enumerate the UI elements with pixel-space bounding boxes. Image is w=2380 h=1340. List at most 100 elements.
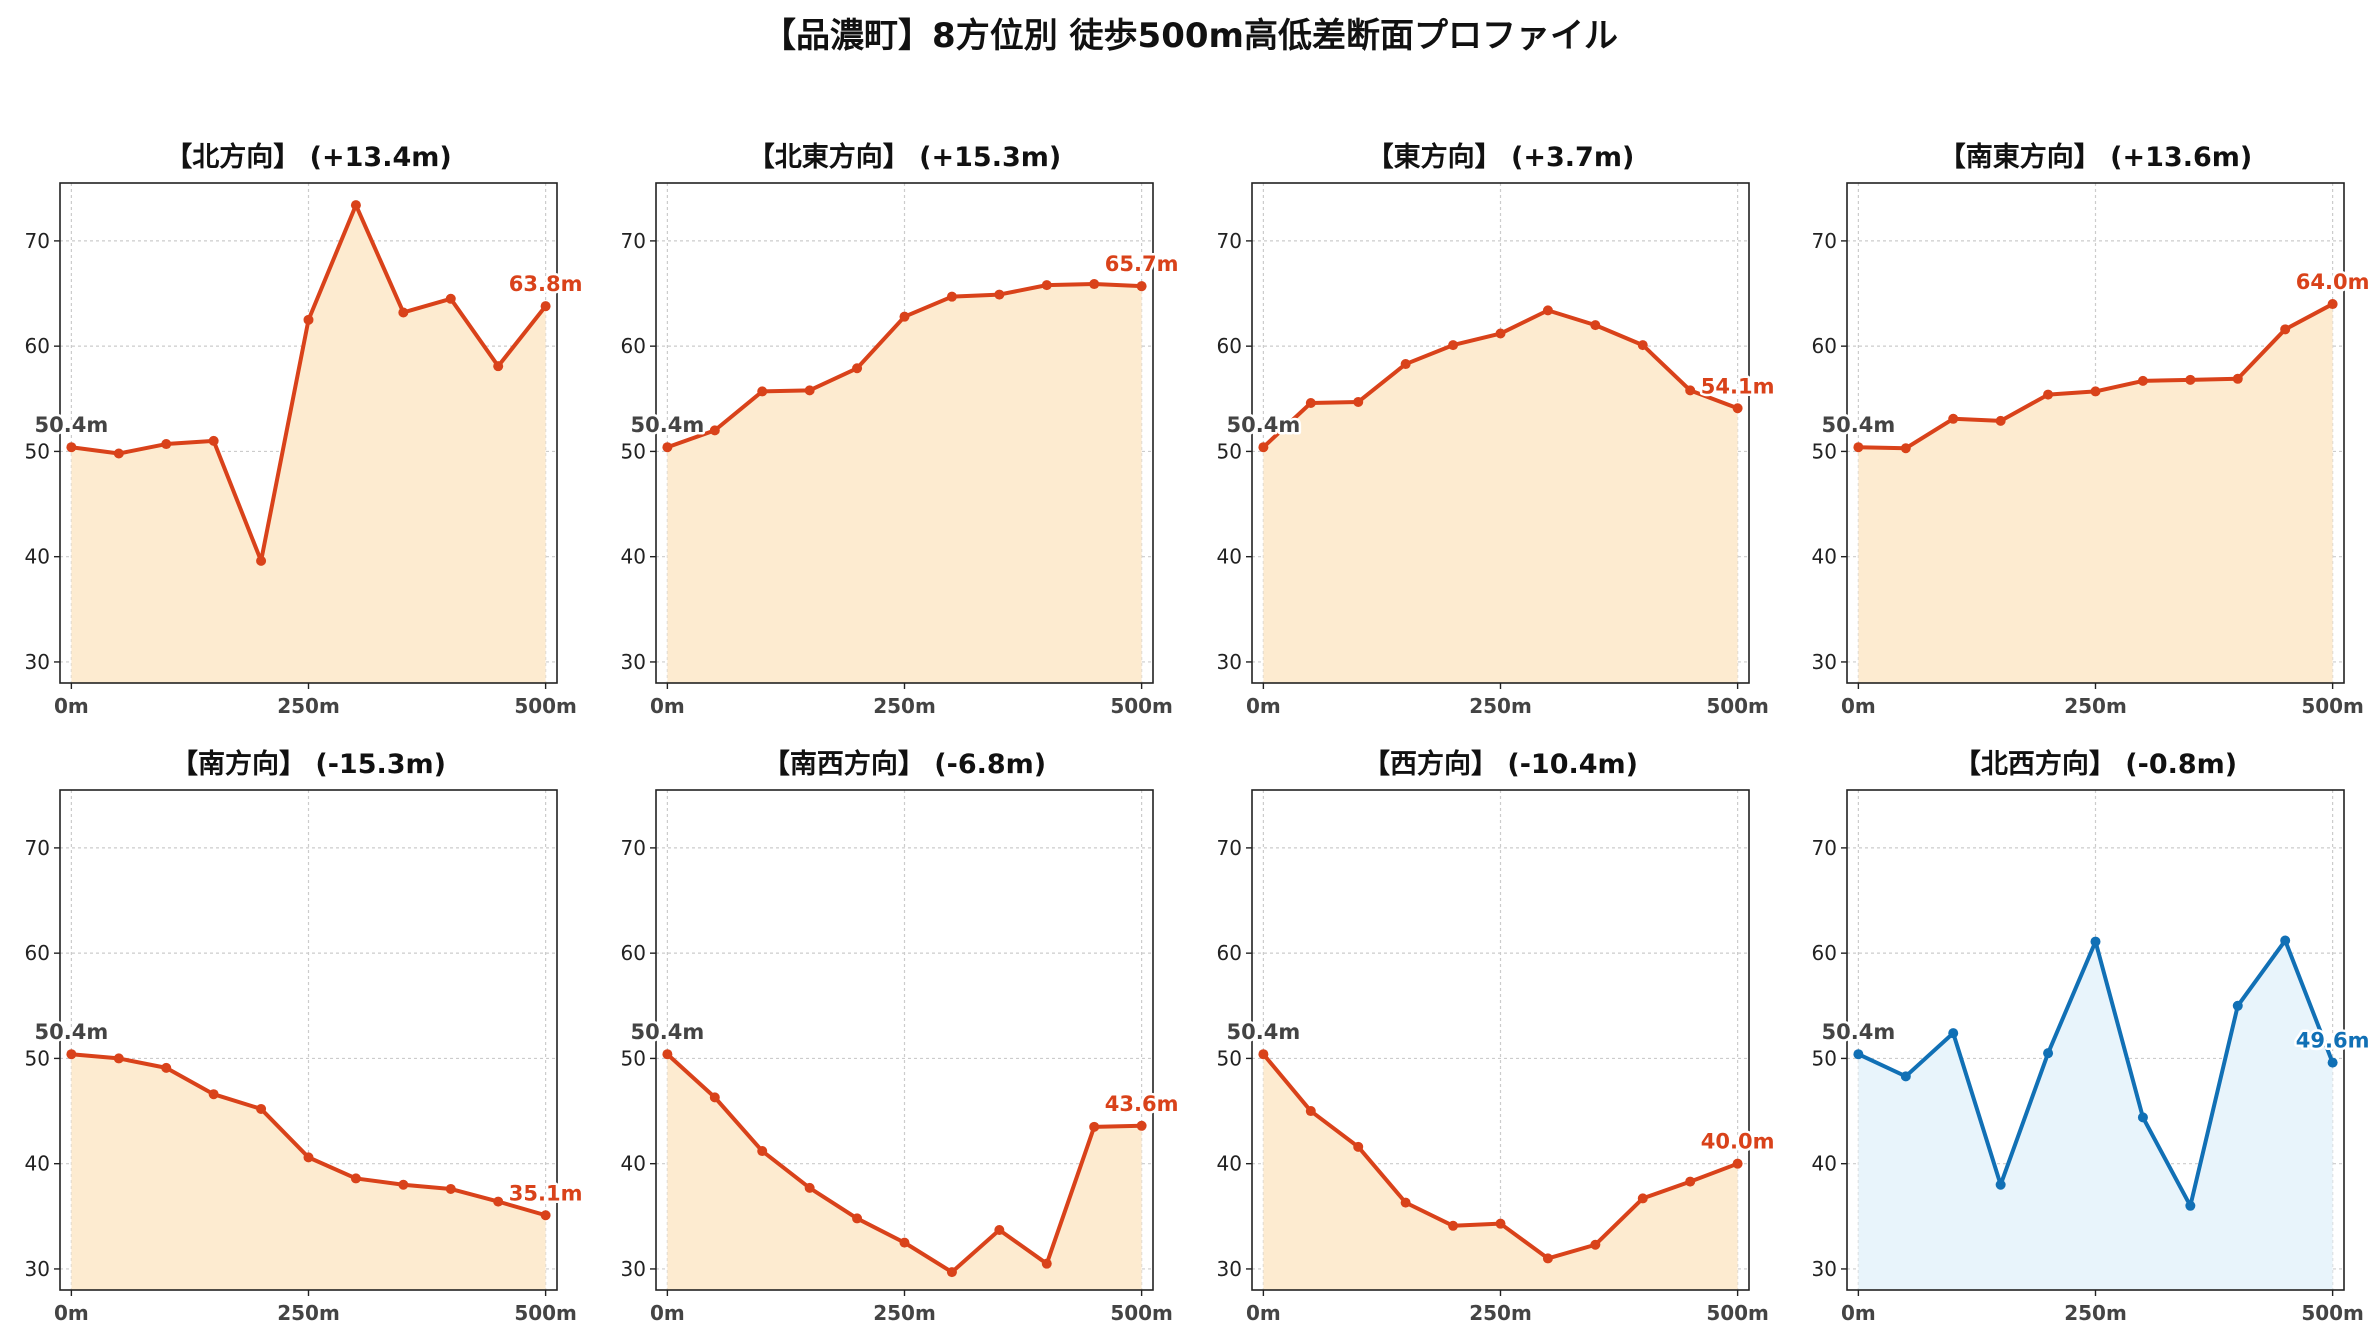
y-tick-label: 70: [25, 229, 50, 253]
data-point: [899, 311, 910, 322]
y-tick-label: 70: [621, 836, 646, 860]
x-tick-label: 0m: [650, 694, 685, 718]
panel-title: 【南西方向】 (-6.8m): [763, 748, 1046, 780]
data-point: [540, 1210, 551, 1221]
x-tick-label: 500m: [2301, 1301, 2364, 1325]
data-point: [1900, 443, 1911, 454]
data-point: [1353, 1141, 1364, 1152]
data-point: [946, 1267, 957, 1278]
data-point: [1258, 442, 1269, 453]
data-point: [161, 1062, 172, 1073]
area-fill: [71, 205, 546, 683]
x-tick-label: 500m: [1706, 1301, 1769, 1325]
start-value-label: 50.4m: [1227, 1020, 1301, 1044]
data-point: [1305, 1106, 1316, 1117]
y-tick-label: 40: [1217, 1152, 1242, 1176]
data-point: [161, 439, 172, 450]
start-value-label: 50.4m: [631, 413, 705, 437]
y-tick-label: 40: [1812, 1152, 1837, 1176]
x-tick-label: 0m: [1246, 1301, 1281, 1325]
panel-title: 【西方向】 (-10.4m): [1363, 748, 1638, 780]
data-point: [852, 363, 863, 374]
data-point: [1685, 385, 1696, 396]
data-point: [2232, 373, 2243, 384]
data-point: [1590, 1239, 1601, 1250]
y-tick-label: 60: [621, 334, 646, 358]
data-point: [1590, 320, 1601, 331]
panel-5: 【南西方向】 (-6.8m) 30 40 50 60 70 0m 250m 500m 50.4m 4…: [621, 748, 1181, 1325]
area-fill: [1263, 1054, 1738, 1290]
data-point: [1089, 1121, 1100, 1132]
y-tick-label: 70: [1812, 836, 1837, 860]
data-point: [1732, 1158, 1743, 1169]
y-tick-label: 50: [25, 439, 50, 463]
y-tick-label: 30: [1217, 1257, 1242, 1281]
x-tick-label: 250m: [277, 694, 340, 718]
start-value-label: 50.4m: [631, 1020, 705, 1044]
y-tick-label: 30: [621, 650, 646, 674]
data-point: [1637, 340, 1648, 351]
panel-0: 【北方向】 (+13.4m) 30 40 50 60 70 0m 250m 500m 50.4m 6…: [25, 141, 585, 718]
x-tick-label: 500m: [514, 694, 577, 718]
data-point: [1400, 1197, 1411, 1208]
x-tick-label: 250m: [277, 1301, 340, 1325]
data-point: [2043, 389, 2054, 400]
area-fill: [71, 1054, 546, 1290]
data-point: [709, 1092, 720, 1103]
end-value-label: 40.0m: [1701, 1130, 1775, 1154]
data-point: [350, 1173, 361, 1184]
data-point: [804, 385, 815, 396]
end-value-label: 35.1m: [509, 1181, 583, 1205]
figure-title: 【品濃町】8方位別 徒歩500m高低差断面プロファイル: [762, 16, 1618, 56]
y-tick-label: 40: [621, 545, 646, 569]
end-value-label: 43.6m: [1105, 1092, 1179, 1116]
data-point: [2327, 299, 2338, 310]
data-point: [1948, 1028, 1959, 1039]
panel-3: 【南東方向】 (+13.6m) 30 40 50 60 70 0m 250m 500m 50.4m…: [1812, 141, 2372, 718]
y-tick-label: 30: [1812, 650, 1837, 674]
data-point: [1685, 1176, 1696, 1187]
area-fill: [667, 1054, 1142, 1290]
data-point: [208, 1089, 219, 1100]
end-value-label: 54.1m: [1701, 374, 1775, 398]
y-tick-label: 70: [25, 836, 50, 860]
y-tick-label: 70: [621, 229, 646, 253]
panel-title: 【南方向】 (-15.3m): [171, 748, 446, 780]
y-tick-label: 30: [25, 1257, 50, 1281]
panel-title: 【北方向】 (+13.4m): [165, 141, 451, 173]
x-tick-label: 0m: [1841, 694, 1876, 718]
data-point: [994, 1225, 1005, 1235]
data-point: [493, 1196, 504, 1207]
panel-title: 【北東方向】 (+15.3m): [748, 141, 1061, 173]
y-tick-label: 50: [621, 439, 646, 463]
x-tick-label: 250m: [1469, 694, 1532, 718]
end-value-label: 65.7m: [1105, 252, 1179, 276]
start-value-label: 50.4m: [35, 413, 109, 437]
data-point: [2137, 1112, 2148, 1123]
x-tick-label: 250m: [2064, 694, 2127, 718]
data-point: [1637, 1193, 1648, 1204]
area-fill: [667, 284, 1142, 683]
data-point: [1995, 415, 2006, 426]
data-point: [1305, 398, 1316, 408]
data-point: [1853, 1049, 1864, 1060]
x-tick-label: 0m: [1246, 694, 1281, 718]
x-tick-label: 250m: [1469, 1301, 1532, 1325]
panel-6: 【西方向】 (-10.4m) 30 40 50 60 70 0m 250m 500m 50.4m 4…: [1217, 748, 1777, 1325]
y-tick-label: 30: [1217, 650, 1242, 674]
data-point: [1400, 359, 1411, 370]
data-point: [1353, 396, 1364, 407]
data-point: [804, 1182, 815, 1193]
data-point: [303, 314, 314, 325]
x-tick-label: 250m: [2064, 1301, 2127, 1325]
area-fill: [1858, 304, 2333, 683]
data-point: [493, 361, 504, 372]
data-point: [1448, 1220, 1459, 1231]
data-point: [2137, 375, 2148, 386]
data-point: [445, 1183, 456, 1194]
area-fill: [1263, 310, 1738, 683]
y-tick-label: 60: [1812, 941, 1837, 965]
y-tick-label: 60: [1812, 334, 1837, 358]
x-tick-label: 0m: [54, 694, 89, 718]
